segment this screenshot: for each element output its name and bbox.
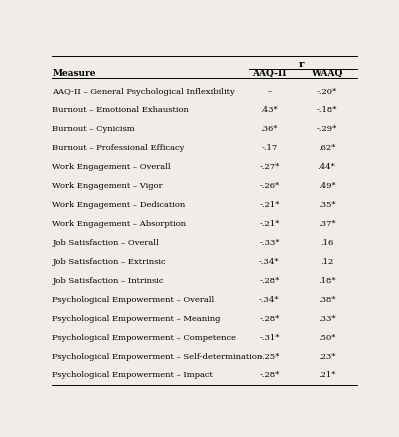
Text: .36*: .36* xyxy=(261,125,278,133)
Text: .43*: .43* xyxy=(261,107,278,114)
Text: Work Engagement – Dedication: Work Engagement – Dedication xyxy=(52,201,186,209)
Text: Psychological Empowerment – Self-determination: Psychological Empowerment – Self-determi… xyxy=(52,353,263,361)
Text: Psychological Empowerment – Impact: Psychological Empowerment – Impact xyxy=(52,371,213,379)
Text: .12: .12 xyxy=(320,258,333,266)
Text: .35*: .35* xyxy=(318,201,336,209)
Text: WAAQ: WAAQ xyxy=(311,69,342,78)
Text: Burnout – Emotional Exhaustion: Burnout – Emotional Exhaustion xyxy=(52,107,189,114)
Text: .23*: .23* xyxy=(318,353,336,361)
Text: AAQ-II – General Psychological Inflexibility: AAQ-II – General Psychological Inflexibi… xyxy=(52,87,235,96)
Text: -.29*: -.29* xyxy=(316,125,337,133)
Text: -.34*: -.34* xyxy=(259,296,280,304)
Text: Work Engagement – Absorption: Work Engagement – Absorption xyxy=(52,220,186,228)
Text: Burnout – Cynicism: Burnout – Cynicism xyxy=(52,125,135,133)
Text: -.31*: -.31* xyxy=(259,333,280,342)
Text: .38*: .38* xyxy=(318,296,336,304)
Text: .49*: .49* xyxy=(318,182,336,190)
Text: Psychological Empowerment – Overall: Psychological Empowerment – Overall xyxy=(52,296,215,304)
Text: .62*: .62* xyxy=(318,144,335,153)
Text: r: r xyxy=(299,60,305,69)
Text: -.17: -.17 xyxy=(261,144,278,153)
Text: Work Engagement – Overall: Work Engagement – Overall xyxy=(52,163,171,171)
Text: Job Satisfaction – Intrinsic: Job Satisfaction – Intrinsic xyxy=(52,277,164,285)
Text: -.28*: -.28* xyxy=(259,277,280,285)
Text: .16: .16 xyxy=(320,239,333,247)
Text: -.34*: -.34* xyxy=(259,258,280,266)
Text: Job Satisfaction – Overall: Job Satisfaction – Overall xyxy=(52,239,159,247)
Text: -.27*: -.27* xyxy=(259,163,280,171)
Text: .44*: .44* xyxy=(318,163,336,171)
Text: Work Engagement – Vigor: Work Engagement – Vigor xyxy=(52,182,163,190)
Text: -.21*: -.21* xyxy=(259,201,280,209)
Text: .37*: .37* xyxy=(318,220,336,228)
Text: -.28*: -.28* xyxy=(259,371,280,379)
Text: .50*: .50* xyxy=(318,333,336,342)
Text: AAQ-II: AAQ-II xyxy=(252,69,286,78)
Text: Measure: Measure xyxy=(52,69,96,78)
Text: Psychological Empowerment – Competence: Psychological Empowerment – Competence xyxy=(52,333,236,342)
Text: -.25*: -.25* xyxy=(259,353,280,361)
Text: -.33*: -.33* xyxy=(259,239,280,247)
Text: Psychological Empowerment – Meaning: Psychological Empowerment – Meaning xyxy=(52,315,221,323)
Text: .21*: .21* xyxy=(318,371,336,379)
Text: -.18*: -.18* xyxy=(316,107,337,114)
Text: -.28*: -.28* xyxy=(259,315,280,323)
Text: -.21*: -.21* xyxy=(259,220,280,228)
Text: .18*: .18* xyxy=(318,277,336,285)
Text: Job Satisfaction – Extrinsic: Job Satisfaction – Extrinsic xyxy=(52,258,166,266)
Text: .33*: .33* xyxy=(318,315,336,323)
Text: -.26*: -.26* xyxy=(259,182,280,190)
Text: –: – xyxy=(267,87,272,96)
Text: -.20*: -.20* xyxy=(316,87,337,96)
Text: Burnout – Professional Efficacy: Burnout – Professional Efficacy xyxy=(52,144,185,153)
